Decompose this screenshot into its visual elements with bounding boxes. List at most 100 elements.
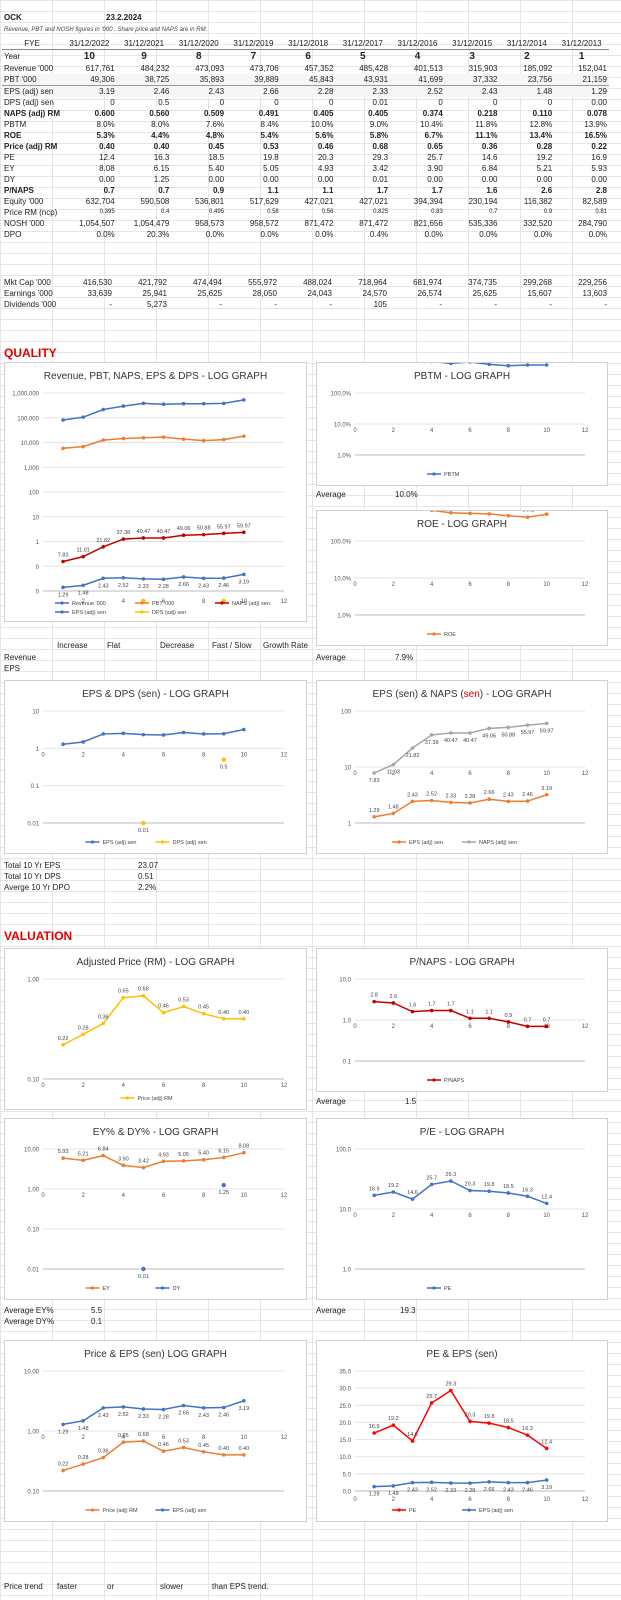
x-tick-label: 6 [468, 1024, 472, 1030]
chart-title: Revenue, PBT, NAPS, EPS & DPS - LOG GRAP… [43, 371, 268, 382]
y-tick-label: 0.10 [27, 1078, 39, 1084]
data-point [449, 511, 453, 515]
table-cell: 0.0% [479, 230, 498, 239]
data-label: 2.28 [465, 794, 476, 800]
data-label: 2.28 [158, 1415, 169, 1421]
data-point [221, 576, 226, 580]
table-cell: 0 [493, 98, 498, 107]
table-cell: - [219, 300, 222, 309]
data-label: 19.2 [388, 1183, 399, 1189]
x-tick-label: 8 [202, 1435, 206, 1441]
data-label: 50.88 [197, 526, 211, 532]
table-row: Price (adj) RM 0.40 0.40 0.45 0.53 0.46 0.68 0.… [2, 141, 609, 152]
x-tick-label: 12 [281, 1435, 288, 1441]
series-line [374, 794, 547, 818]
data-label: 0.68 [138, 1432, 149, 1438]
table-cell: 0.81 [595, 209, 607, 215]
row-label: FYE [2, 38, 62, 50]
data-point [391, 762, 396, 767]
y-tick-label: 100,000 [17, 416, 39, 422]
y-tick-label: 1.0% [337, 454, 351, 460]
table-cell: 13.9% [584, 120, 607, 129]
table-cell: 11.1% [475, 131, 498, 140]
data-point [161, 577, 166, 581]
chart-title: PBTM - LOG GRAPH [413, 371, 511, 382]
legend-marker [125, 1096, 130, 1100]
table-cell: 0.405 [313, 109, 334, 118]
series-line [63, 573, 244, 589]
data-point [391, 811, 396, 816]
legend-label: PBTM [444, 472, 460, 478]
table-cell: 105 [373, 300, 387, 309]
y-tick-label: 0.10 [27, 1490, 39, 1496]
table-cell: 0.0% [315, 230, 334, 239]
table-cell: 37,332 [444, 74, 500, 86]
roe-chart: 100.0%10.0%1.0%02468101216.5%13.4%11.1%6… [316, 510, 608, 646]
table-row: DPO 0.0% 20.3% 0.0% 0.0% 0.0% 0.4% 0.0% 0.0% 0.0%… [2, 229, 609, 240]
table-cell: 0.46 [317, 142, 334, 151]
x-tick-label: 2 [81, 1083, 85, 1089]
data-point [429, 798, 434, 803]
series-line [62, 531, 244, 563]
data-label: 0.65 [118, 1433, 129, 1439]
data-point [141, 993, 146, 998]
data-point [101, 1153, 106, 1158]
avg-dy-label: Average DY% [4, 1317, 55, 1326]
pbtm-average-value: 10.0% [395, 490, 418, 499]
chart-title: P/E - LOG GRAPH [419, 1127, 505, 1138]
row-label: EPS (adj) sen [2, 85, 62, 97]
data-point [161, 1449, 166, 1454]
table-cell: 13,603 [582, 289, 607, 298]
table-cell: 871,472 [359, 219, 389, 228]
data-label: 0.28 [78, 1455, 89, 1461]
data-label: 40.47 [157, 529, 171, 535]
data-point [81, 1418, 85, 1423]
x-tick-label: 2 [81, 1193, 85, 1199]
table-cell: 0.36 [481, 142, 498, 151]
x-tick-label: 2 [392, 428, 396, 434]
table-cell: 632,704 [85, 197, 115, 206]
data-point [201, 1450, 206, 1454]
table-cell: 185,092 [523, 64, 553, 73]
data-point [161, 1010, 166, 1015]
data-point [506, 725, 511, 730]
table-cell: 33,639 [87, 289, 112, 298]
table-cell: 116,382 [523, 197, 553, 206]
table-cell: 0.9 [212, 186, 225, 195]
data-label: 0.46 [158, 1004, 169, 1010]
x-tick-label: 8 [507, 1497, 511, 1503]
table-cell: 0.00 [208, 175, 225, 184]
data-point [525, 1433, 530, 1437]
data-label: 1.1 [466, 1009, 474, 1015]
legend-marker [140, 610, 144, 614]
x-tick-label: 10 [240, 752, 247, 758]
data-point [544, 363, 549, 367]
table-cell: 3.90 [427, 164, 443, 173]
title-part: EPS (sen) & NAPS ( [372, 689, 464, 700]
x-tick-label: 10 [543, 582, 550, 588]
data-point [141, 1165, 146, 1170]
y-tick-label: 0.0 [343, 1490, 352, 1496]
table-cell: 473,706 [249, 64, 279, 73]
data-label: 1.48 [78, 1426, 89, 1432]
legend-label: DPS (adj) sen [173, 840, 207, 846]
legend-marker [140, 601, 144, 605]
table-cell: 0.01 [372, 175, 389, 184]
table-row: Price RM (ncp) 0.395 0.4 0.495 0.58 0.56 0.825… [2, 207, 609, 218]
table-cell: 0.45 [208, 142, 225, 151]
table-cell: 0.00 [591, 175, 607, 184]
table-cell: 474,494 [193, 278, 222, 287]
data-label: 2.66 [484, 1487, 495, 1493]
y-tick-label: 1.00 [27, 1188, 39, 1194]
data-label: 14.6 [407, 1432, 418, 1438]
table-cell: 8.0% [96, 120, 115, 129]
table-cell: 12.8% [529, 120, 553, 129]
legend-marker [60, 610, 64, 614]
data-point [101, 545, 106, 549]
growth-row-eps: EPS [4, 664, 21, 673]
table-cell: 41,699 [390, 74, 445, 86]
data-point [487, 1189, 491, 1194]
table-cell: 0.0% [205, 230, 225, 239]
data-label: 5.40 [198, 1151, 209, 1157]
data-point [221, 437, 226, 442]
